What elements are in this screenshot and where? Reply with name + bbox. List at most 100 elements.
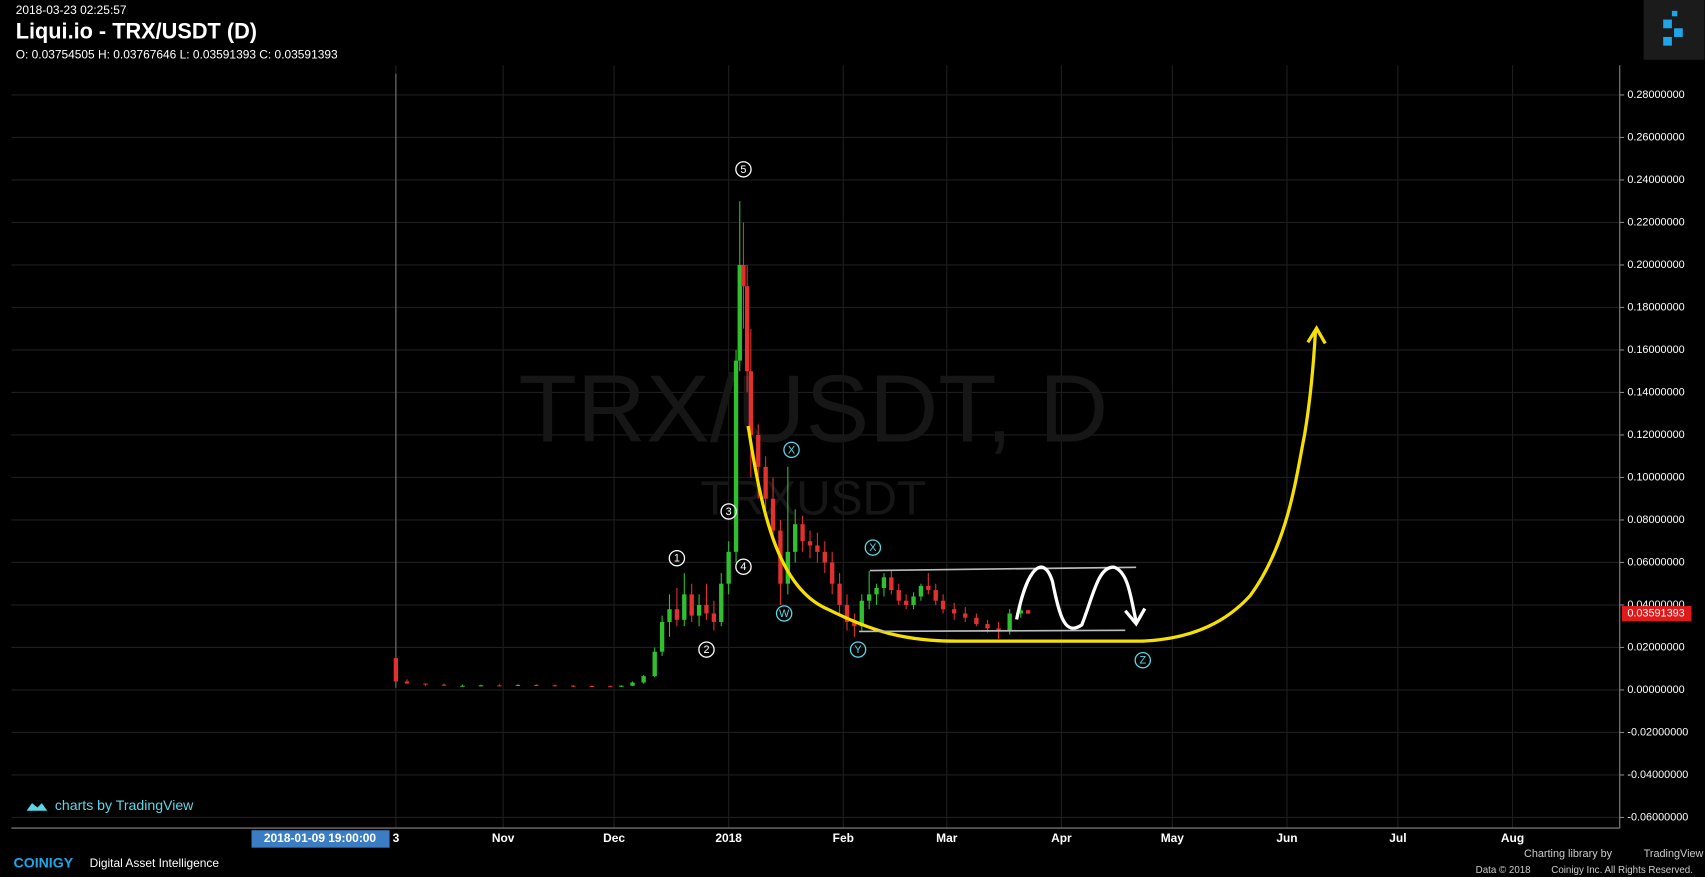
candle-body <box>393 658 399 682</box>
candle-body <box>911 596 916 605</box>
y-tick-label: -0.04000000 <box>1627 769 1688 781</box>
y-tick-label: 0.16000000 <box>1627 344 1684 356</box>
wave-marker <box>1134 651 1152 669</box>
drawn-arrow <box>1124 607 1147 627</box>
candle-body <box>852 621 857 627</box>
wave-marker <box>735 161 752 178</box>
candle-body <box>918 585 924 597</box>
candle-body <box>667 609 672 622</box>
footer-tagline: Digital Asset Intelligence <box>90 856 220 870</box>
y-tick-label: 0.00000000 <box>1627 684 1684 696</box>
candle-body <box>497 685 502 687</box>
x-tick-label: Apr <box>1051 831 1072 845</box>
candle-body <box>460 685 465 687</box>
candle-body <box>515 684 521 686</box>
candle-body <box>589 685 595 688</box>
candle-body <box>741 264 746 287</box>
candle-body <box>940 600 946 610</box>
x-tick-label: Dec <box>603 831 625 845</box>
tradingview-icon <box>26 803 48 811</box>
grid <box>11 65 1620 829</box>
last-price-label: 0.03591393 <box>1627 608 1684 620</box>
wave-marker <box>783 441 800 459</box>
logo <box>1663 10 1683 46</box>
x-tick-label: Mar <box>936 831 958 845</box>
candle-body <box>933 590 938 601</box>
y-tick-label: 0.20000000 <box>1627 259 1684 271</box>
candle-body <box>866 594 872 601</box>
annotations: 1 2 3 4 5 W X Y X Z <box>668 161 1152 669</box>
candle-body <box>630 682 635 686</box>
y-tick-label: 0.02000000 <box>1627 641 1684 653</box>
x-tick-label: 3 <box>393 831 400 845</box>
wave-marker <box>698 641 715 658</box>
crosshair-label-bg <box>251 830 390 848</box>
y-tick-label: 0.26000000 <box>1627 131 1684 143</box>
candle-body <box>974 617 979 625</box>
footer-rights: Coinigy Inc. All Rights Reserved. <box>1551 865 1693 876</box>
candle-body <box>763 466 768 499</box>
candle-body <box>571 685 576 687</box>
candle-body <box>770 498 776 531</box>
candle-body <box>815 545 820 552</box>
channel-line <box>869 566 1137 572</box>
candle-body <box>608 686 613 688</box>
candle-body <box>441 684 447 686</box>
candle-body <box>1018 610 1023 614</box>
candle-body <box>889 577 894 591</box>
candle-body <box>926 585 931 591</box>
candle-body <box>996 628 1001 631</box>
candle-body <box>652 651 657 677</box>
candle-body <box>963 613 968 618</box>
candle-body <box>800 524 805 542</box>
wave-marker <box>735 558 752 575</box>
candle-body <box>1007 613 1012 631</box>
candle-body <box>552 685 558 687</box>
candle-body <box>756 434 761 467</box>
y-tick-label: 0.24000000 <box>1627 174 1684 186</box>
wave-label: 2 <box>703 644 709 656</box>
candle-body <box>674 609 680 620</box>
candle-body <box>689 594 694 616</box>
candle-body <box>737 264 742 361</box>
candle-body <box>793 524 798 552</box>
footer-library: Charting library by <box>1524 848 1613 860</box>
candle-body <box>837 583 842 605</box>
wave-label: 3 <box>726 506 732 518</box>
candle-body <box>478 685 484 687</box>
y-tick-label: 0.28000000 <box>1627 89 1684 101</box>
axes: -0.06000000 -0.04000000 -0.02000000 0.00000… <box>393 89 1692 845</box>
chart-title: Liqui.io - TRX/USDT (D) <box>16 18 257 43</box>
candle-body <box>619 685 624 687</box>
candle-body <box>696 604 702 616</box>
wave-label: X <box>788 444 796 456</box>
candle-body <box>534 684 539 686</box>
wave-label: 4 <box>740 561 746 573</box>
wave-label: W <box>779 608 790 620</box>
y-tick-label: -0.06000000 <box>1627 811 1688 823</box>
candle-body <box>744 286 750 372</box>
x-tick-label: Aug <box>1501 831 1524 845</box>
timestamp: 2018-03-23 02:25:57 <box>16 3 127 17</box>
wave-marker <box>720 503 737 520</box>
candle-body <box>896 590 901 601</box>
candle-body <box>659 621 665 652</box>
footer-data: Data © 2018 <box>1476 865 1531 876</box>
candle-body <box>1025 610 1031 614</box>
drawn-arrow <box>1306 325 1327 345</box>
wave-label: Y <box>854 644 861 656</box>
crosshair-label: 2018-01-09 19:00:00 <box>264 831 377 845</box>
candle-body <box>682 594 687 620</box>
y-tick-label: 0.12000000 <box>1627 429 1684 441</box>
drawn-path <box>1014 565 1138 630</box>
x-tick-label: Feb <box>833 831 854 845</box>
candle-body <box>985 624 990 629</box>
x-tick-label: Jul <box>1389 831 1406 845</box>
channel-line <box>859 629 1126 633</box>
branding: charts by TradingView <box>55 797 194 813</box>
wave-marker <box>849 641 867 658</box>
wave-marker <box>775 605 793 622</box>
candle-body <box>719 583 724 622</box>
